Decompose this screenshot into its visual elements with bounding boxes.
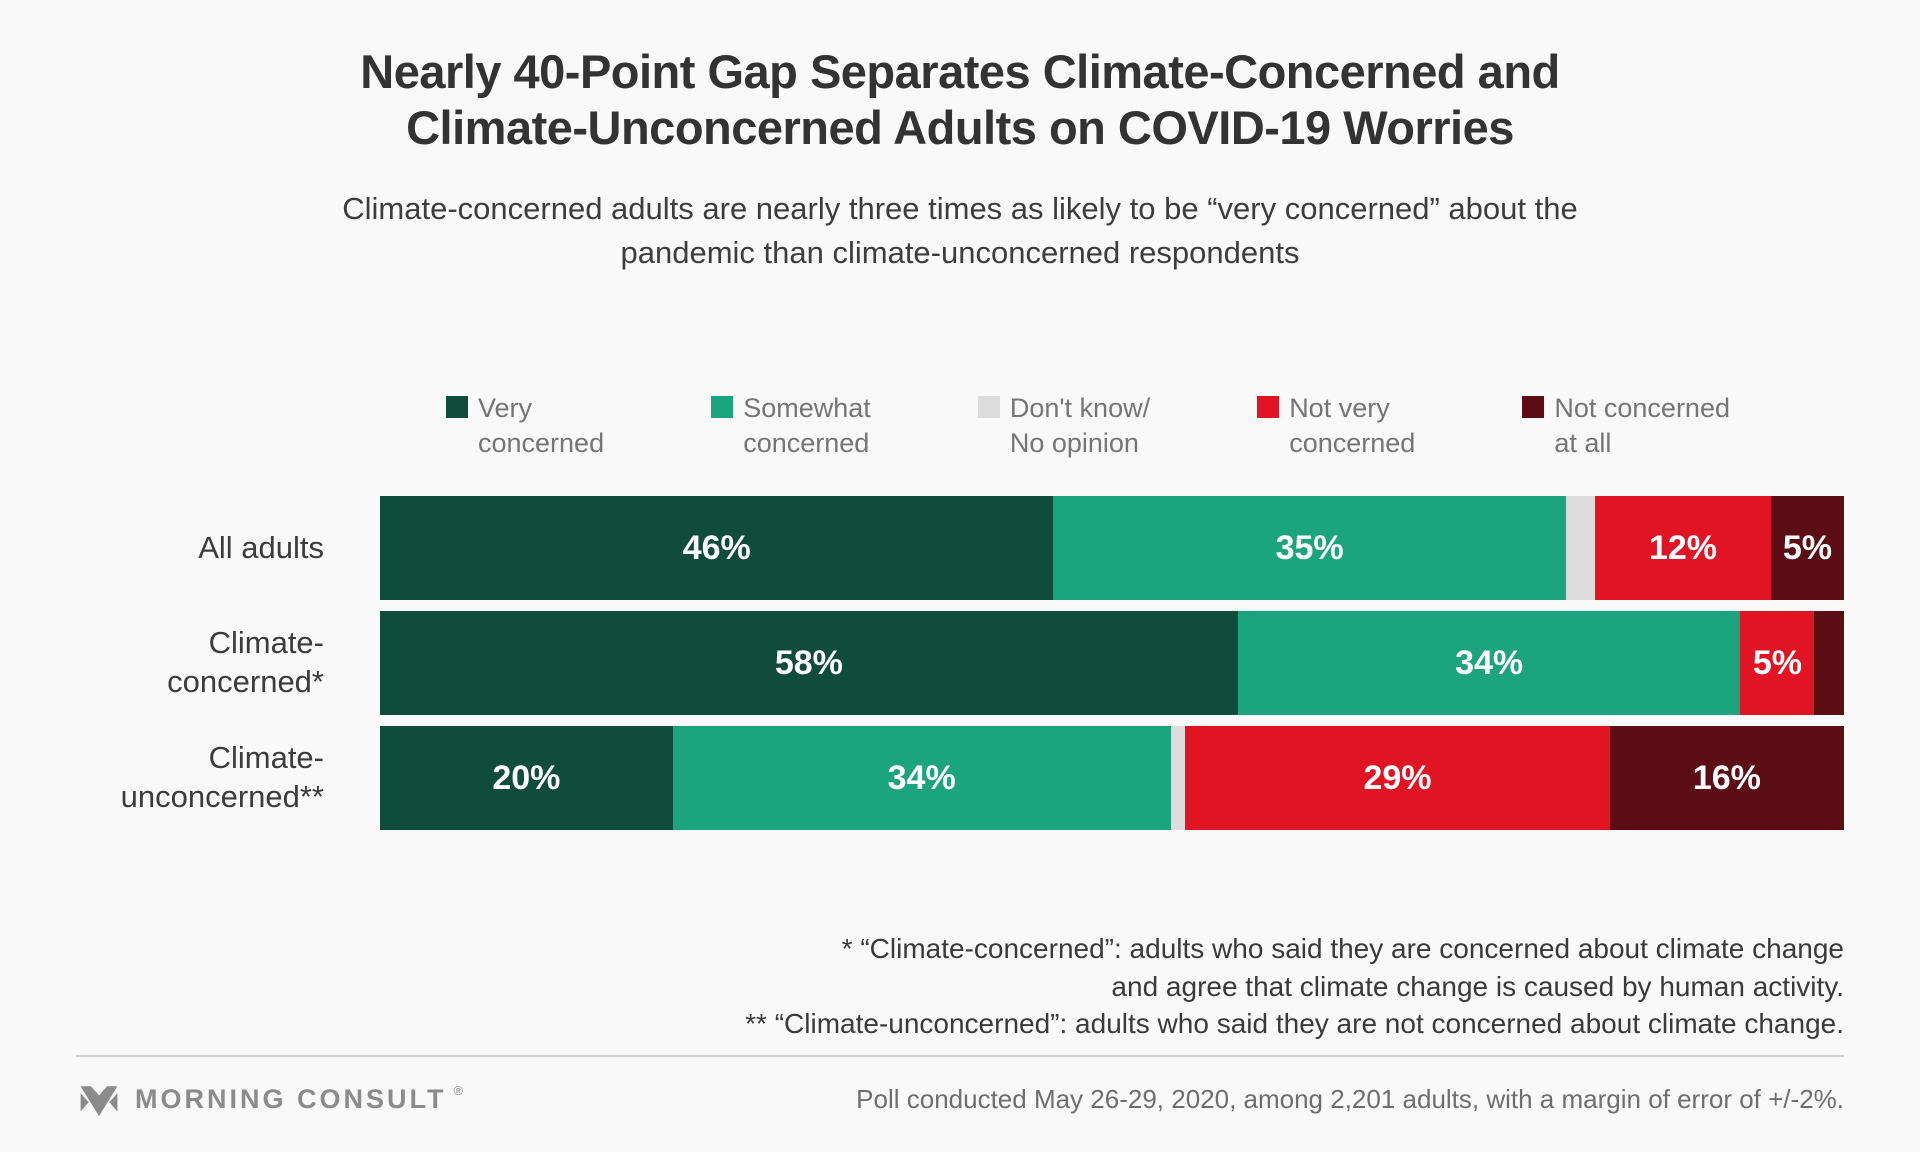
bar-value-label: 34% — [1455, 643, 1524, 682]
footer: MORNING CONSULT ® Poll conducted May 26-… — [76, 1057, 1844, 1143]
bar-value-label: 5% — [1752, 643, 1803, 682]
bar-value-label: 46% — [682, 528, 751, 567]
bar-segment: 29% — [1185, 726, 1610, 831]
bar-segment: 46% — [380, 496, 1054, 601]
bar-value-label: 35% — [1275, 528, 1344, 567]
chart-rows: All adults 46% 35% 12% 5% Climate-concerned* 5… — [76, 496, 1845, 831]
legend-label: Not very concerned — [1289, 392, 1416, 459]
legend-item: Don't know/ No opinion — [977, 391, 1151, 462]
bar-segment: 58% — [380, 611, 1238, 716]
legend-item: Not very concerned — [1257, 391, 1415, 462]
legend-swatch-icon — [1257, 395, 1280, 418]
stacked-bar: 20% 34% 29% 16% — [380, 726, 1844, 831]
poll-note: Poll conducted May 26-29, 2020, among 2,… — [856, 1084, 1844, 1115]
bar-segment: 5% — [1770, 496, 1845, 601]
bar-segment: 12% — [1595, 496, 1771, 601]
legend-label: Somewhat concerned — [743, 392, 871, 459]
chart-row: Climate-unconcerned** 20% 34% 29% 16% — [76, 726, 1844, 831]
legend-item: Not concerned at all — [1522, 391, 1730, 462]
chart-row: Climate-concerned* 58% 34% 5% — [76, 611, 1844, 716]
legend-label: Very concerned — [478, 392, 605, 459]
stacked-bar: 58% 34% 5% — [380, 611, 1844, 716]
brand-name: MORNING CONSULT — [135, 1084, 447, 1115]
footnote-line: ** “Climate-unconcerned”: adults who sai… — [745, 1008, 1844, 1040]
chart-title: Nearly 40-Point Gap Separates Climate-Co… — [360, 45, 1560, 155]
bar-value-label: 5% — [1782, 528, 1832, 567]
bar-segment: 34% — [1237, 611, 1741, 716]
morning-consult-logo-icon — [80, 1085, 118, 1116]
brand: MORNING CONSULT ® — [76, 1077, 469, 1123]
row-label: Climate-concerned* — [167, 625, 324, 700]
bar-segment — [1170, 726, 1186, 831]
bar-segment: 34% — [672, 726, 1171, 831]
row-label: All adults — [198, 529, 324, 565]
chart-row: All adults 46% 35% 12% 5% — [76, 496, 1845, 601]
bar-value-label: 34% — [887, 758, 956, 797]
divider — [76, 1054, 1844, 1057]
bar-segment: 20% — [380, 726, 673, 831]
bar-value-label: 20% — [492, 758, 561, 797]
stacked-bar: 46% 35% 12% 5% — [380, 496, 1845, 601]
bar-value-label: 58% — [774, 643, 843, 682]
legend-item: Very concerned — [446, 391, 604, 462]
footnote-line: and agree that climate change is caused … — [1111, 970, 1844, 1002]
bar-segment — [1565, 496, 1596, 601]
legend: Very concerned Somewhat concerned Don't kn… — [446, 391, 1730, 462]
legend-swatch-icon — [446, 395, 468, 418]
bar-value-label: 16% — [1692, 758, 1761, 797]
footnotes: * “Climate-concerned”: adults who said t… — [76, 930, 1844, 1043]
bar-value-label: 12% — [1648, 528, 1717, 567]
legend-swatch-icon — [711, 395, 734, 418]
bar-segment: 16% — [1609, 726, 1844, 831]
legend-label: Don't know/ No opinion — [1009, 392, 1151, 459]
row-label: Climate-unconcerned** — [120, 740, 324, 815]
legend-item: Somewhat concerned — [711, 391, 871, 462]
legend-swatch-icon — [1522, 395, 1545, 418]
bar-segment: 35% — [1053, 496, 1566, 601]
registered-mark: ® — [453, 1083, 464, 1099]
bar-segment — [1814, 611, 1844, 716]
bar-segment: 5% — [1740, 611, 1815, 716]
chart-subtitle: Climate-concerned adults are nearly thre… — [342, 190, 1578, 270]
footnote-line: * “Climate-concerned”: adults who said t… — [841, 933, 1844, 965]
legend-swatch-icon — [977, 395, 1000, 418]
bar-value-label: 29% — [1363, 758, 1432, 797]
legend-label: Not concerned at all — [1554, 392, 1730, 459]
